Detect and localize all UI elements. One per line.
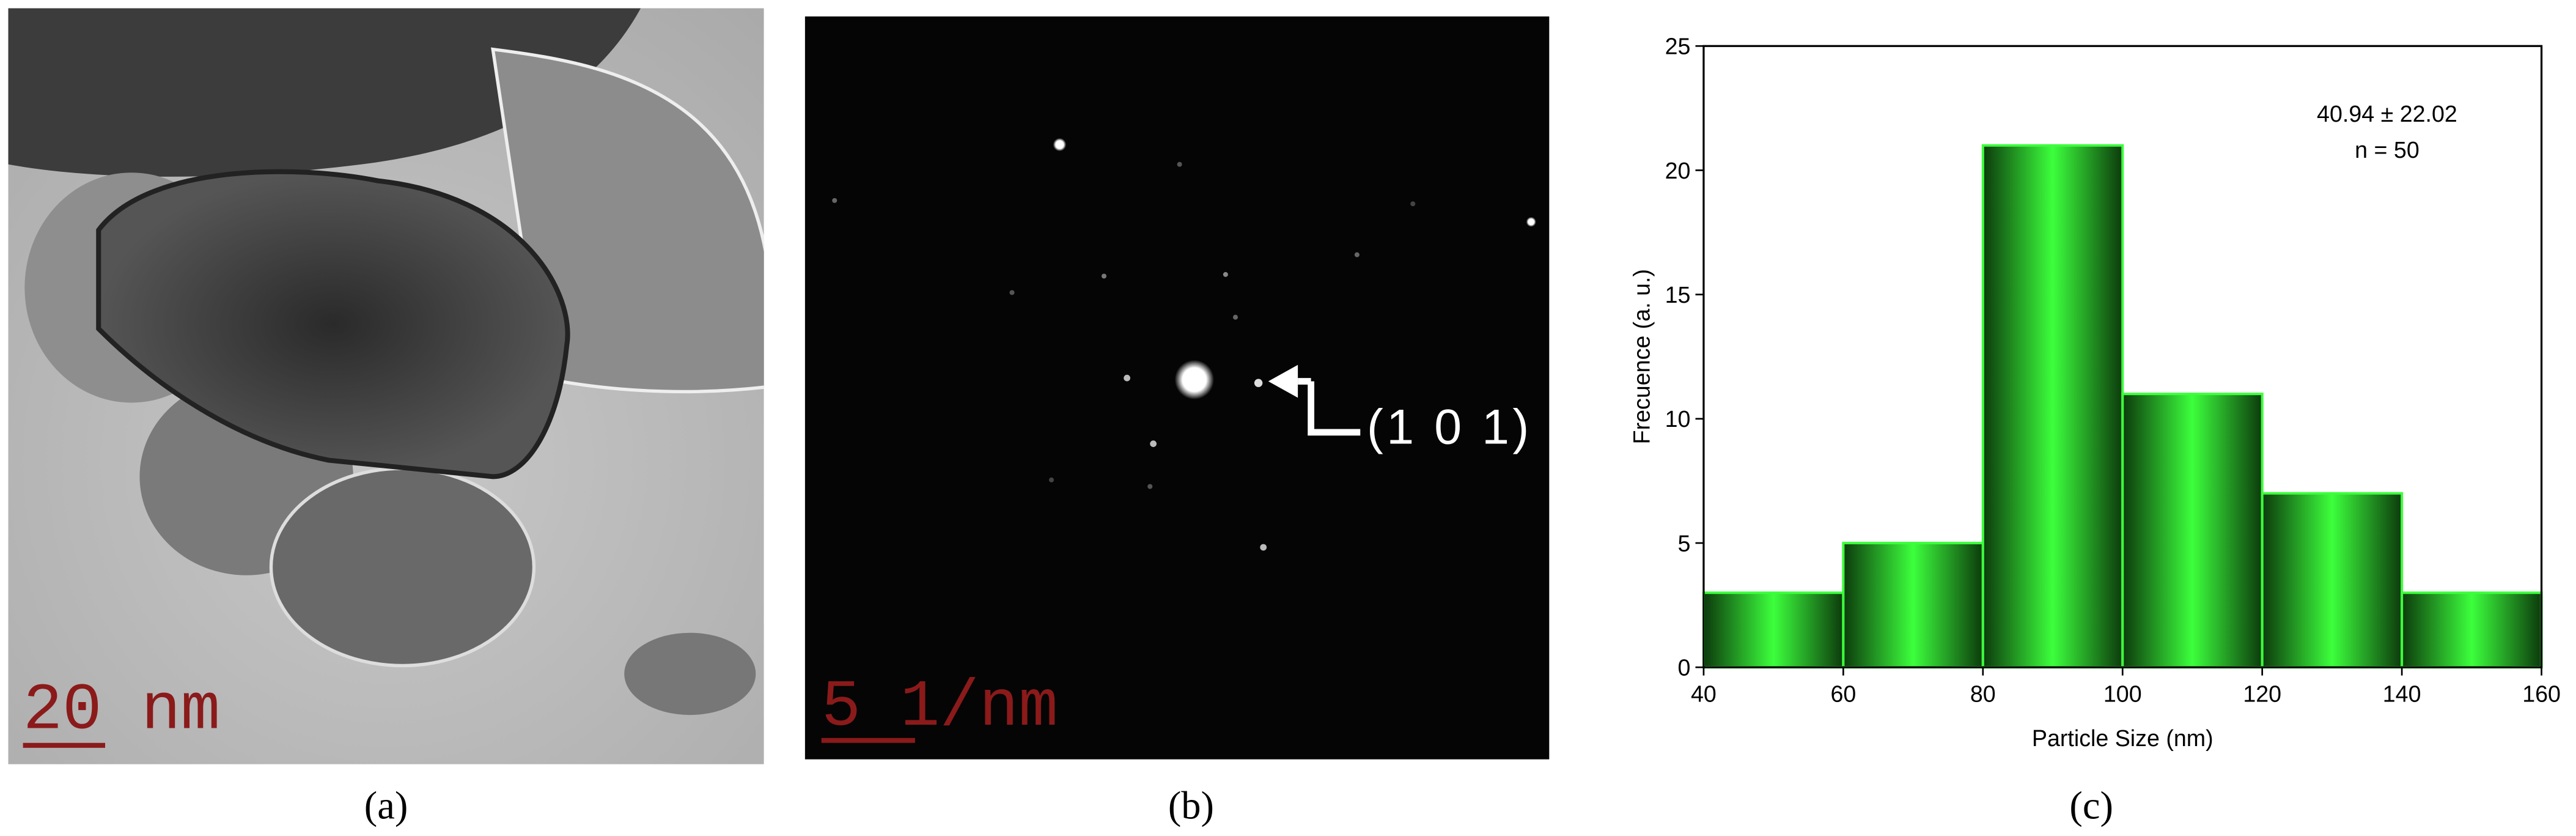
scale-bar-label: 5 1/nm (822, 671, 1058, 745)
x-tick-label: 80 (1970, 681, 1996, 707)
x-tick-label: 120 (2243, 681, 2281, 707)
panel-label: (a) (364, 783, 408, 827)
y-tick-label: 5 (1678, 530, 1691, 556)
y-tick-label: 25 (1665, 34, 1691, 59)
bar (1842, 541, 1984, 669)
x-axis-label: Particle Size (nm) (2032, 725, 2214, 751)
stats-annotation: n = 50 (2355, 137, 2420, 163)
x-tick-label: 160 (2522, 681, 2561, 707)
y-tick-label: 10 (1665, 406, 1691, 432)
x-tick-label: 140 (2383, 681, 2421, 707)
y-tick-label: 15 (1665, 282, 1691, 308)
bar (2261, 492, 2404, 669)
bar (2401, 591, 2543, 669)
x-tick-label: 40 (1691, 681, 1717, 707)
x-tick-label: 100 (2103, 681, 2142, 707)
y-tick-label: 0 (1678, 655, 1691, 681)
scale-bar-label: 20 nm (23, 675, 221, 749)
tem-image (8, 8, 764, 764)
y-axis-label: Frecuence (a. u.) (1628, 269, 1654, 444)
bar (2121, 393, 2264, 669)
stats-annotation: 40.94 ± 22.02 (2317, 101, 2457, 127)
bar (1702, 591, 1845, 669)
y-tick-label: 20 (1665, 158, 1691, 183)
panel-label: (b) (1168, 783, 1214, 827)
x-tick-label: 60 (1830, 681, 1856, 707)
histogram: 40 60 80 100 120 140 160 0 5 10 15 20 25 Particle Siz… (1628, 34, 2561, 751)
panel-label: (c) (2069, 783, 2113, 827)
scale-bar (23, 742, 105, 748)
bar (1981, 144, 2124, 669)
diffraction-image (804, 16, 1550, 760)
plane-annotation: (1 0 1) (1367, 400, 1533, 455)
scale-bar (821, 738, 915, 743)
